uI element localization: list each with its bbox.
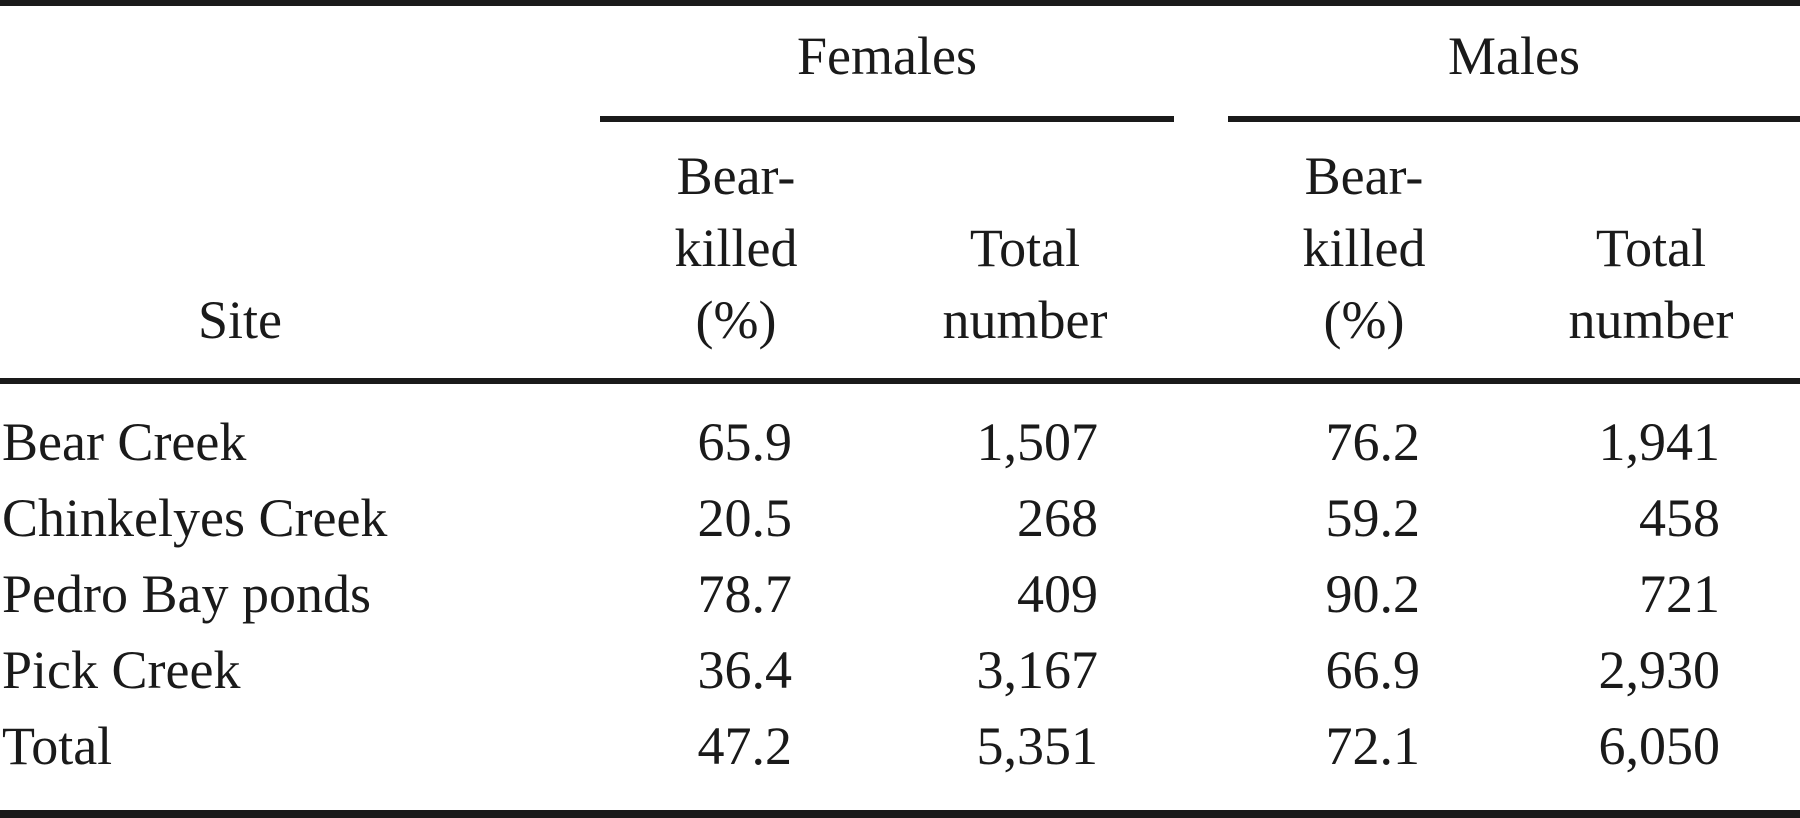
col-header-line: Total	[1595, 218, 1707, 278]
female-bear-killed-value: 36.4	[697, 640, 793, 700]
male-total-value: 1,941	[1598, 412, 1721, 472]
female-bear-killed-value: 47.2	[697, 716, 793, 776]
group-header-females: Females	[797, 26, 977, 86]
male-total-value: 458	[1639, 488, 1720, 548]
site-name: Bear Creek	[2, 412, 247, 472]
site-name: Chinkelyes Creek	[2, 488, 388, 548]
male-bear-killed-value: 72.1	[1325, 716, 1421, 776]
male-total-value: 721	[1639, 564, 1720, 624]
female-total-value: 268	[1017, 488, 1098, 548]
female-total-value: 1,507	[976, 412, 1099, 472]
col-header-line: Total	[969, 218, 1081, 278]
top-rule	[0, 0, 1800, 6]
col-header-line: Bear-	[676, 146, 796, 206]
female-total-value: 409	[1017, 564, 1098, 624]
site-name: Pedro Bay ponds	[2, 564, 371, 624]
col-header-line: killed	[1302, 218, 1426, 278]
male-bear-killed-value: 76.2	[1325, 412, 1421, 472]
female-total-value: 5,351	[976, 716, 1099, 776]
col-header-site: Site	[197, 290, 282, 350]
site-name: Total	[2, 716, 113, 776]
male-total-value: 6,050	[1598, 716, 1721, 776]
female-bear-killed-value: 78.7	[697, 564, 793, 624]
male-total-value: 2,930	[1598, 640, 1721, 700]
female-bear-killed-value: 20.5	[697, 488, 793, 548]
male-bear-killed-value: 66.9	[1325, 640, 1421, 700]
col-header-line: killed	[674, 218, 798, 278]
col-header-line: (%)	[1323, 290, 1405, 350]
col-header-line: number	[1568, 290, 1734, 350]
site-name: Pick Creek	[2, 640, 241, 700]
female-total-value: 3,167	[976, 640, 1099, 700]
col-header-line: Bear-	[1304, 146, 1424, 206]
bottom-rule	[0, 810, 1800, 818]
males-group-rule	[1228, 116, 1800, 122]
group-header-males: Males	[1448, 26, 1580, 86]
male-bear-killed-value: 90.2	[1325, 564, 1421, 624]
header-bottom-rule	[0, 378, 1800, 384]
female-bear-killed-value: 65.9	[697, 412, 793, 472]
females-group-rule	[600, 116, 1174, 122]
col-header-line: number	[942, 290, 1108, 350]
male-bear-killed-value: 59.2	[1325, 488, 1421, 548]
col-header-line: (%)	[695, 290, 777, 350]
